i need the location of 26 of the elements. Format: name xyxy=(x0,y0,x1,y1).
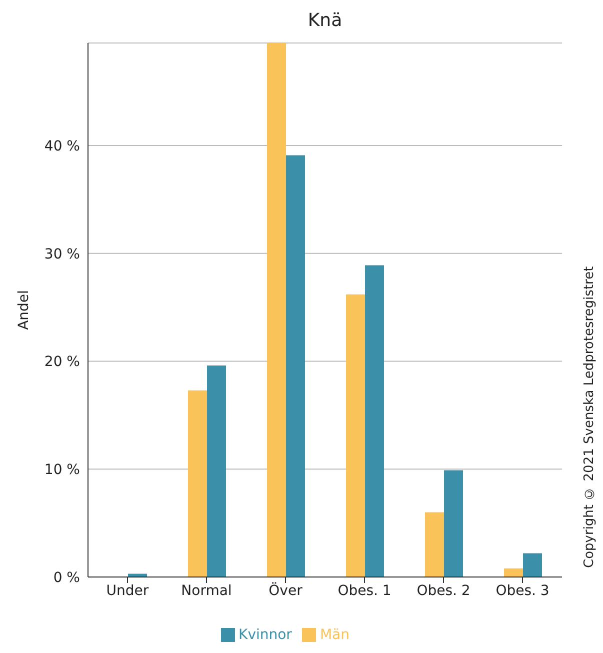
chart-title: Knä xyxy=(306,10,344,31)
y-tick-label: 30 % xyxy=(44,246,80,262)
x-tick-label: Obes. 2 xyxy=(416,582,470,599)
x-tick-label: Under xyxy=(106,582,149,599)
bar xyxy=(365,265,384,577)
text: Copyright © 2021 Svenska Ledprotesregistret xyxy=(582,265,597,568)
bar xyxy=(523,553,542,577)
bar xyxy=(504,568,523,577)
y-tick-label: 10 % xyxy=(44,462,80,478)
legend-label: Män xyxy=(320,627,350,643)
bar xyxy=(425,512,444,577)
y-tick-label: 0 % xyxy=(53,570,80,586)
bar xyxy=(444,470,463,577)
bar xyxy=(267,43,286,577)
y-tick-label: 20 % xyxy=(44,354,80,370)
x-tick-label: Obes. 3 xyxy=(496,582,550,599)
x-tick-label: Obes. 1 xyxy=(338,582,392,599)
x-tick-label: Normal xyxy=(181,582,232,599)
bar xyxy=(286,155,305,577)
y-tick-label: 40 % xyxy=(44,138,80,154)
legend-label: Kvinnor xyxy=(238,627,292,643)
y-axis-title: Andel xyxy=(16,290,32,330)
bar xyxy=(346,294,365,577)
bar xyxy=(207,366,226,577)
x-tick-label: Över xyxy=(268,582,303,599)
bar xyxy=(188,390,207,577)
